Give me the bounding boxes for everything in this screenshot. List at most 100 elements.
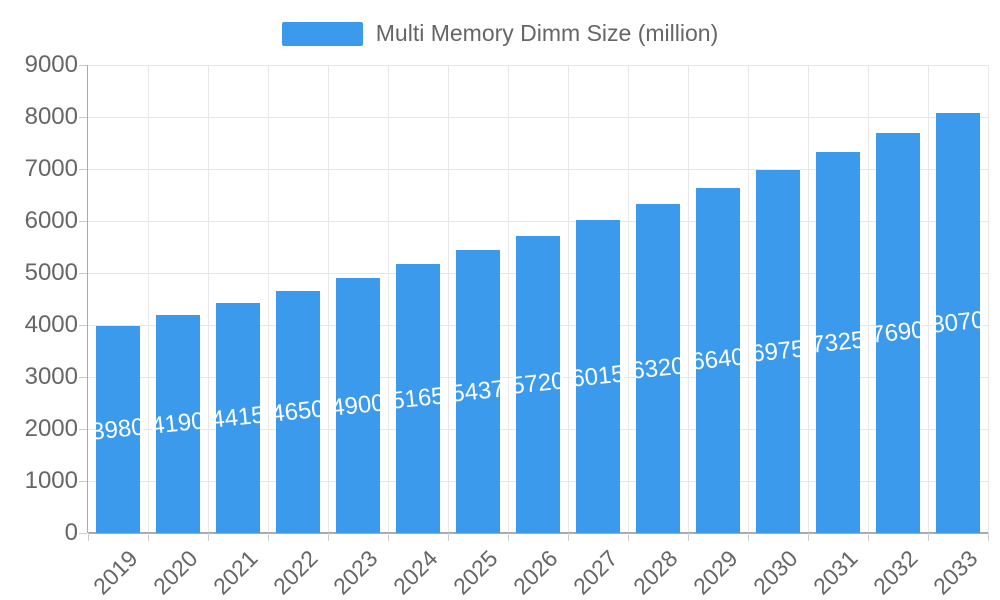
gridline-horizontal — [88, 220, 988, 222]
x-axis-label: 2019 — [87, 545, 143, 600]
bar[interactable]: 6015 — [570, 220, 626, 533]
y-axis-tick — [79, 116, 87, 118]
x-axis-label: 2021 — [207, 545, 263, 600]
bar[interactable]: 4900 — [330, 278, 386, 533]
bar[interactable]: 5720 — [510, 235, 566, 533]
x-axis-tick — [627, 533, 629, 541]
bar[interactable]: 7690 — [870, 133, 926, 533]
gridline-vertical — [747, 65, 749, 533]
x-axis-tick — [327, 533, 329, 541]
gridline-vertical — [387, 65, 389, 533]
y-axis-tick — [79, 480, 87, 482]
x-axis-tick — [147, 533, 149, 541]
x-axis-tick — [687, 533, 689, 541]
gridline-vertical — [147, 65, 149, 533]
y-axis-tick — [79, 272, 87, 274]
bar[interactable]: 4190 — [150, 315, 206, 533]
bar-value-label: 7325 — [809, 325, 866, 359]
bar-value-label: 6015 — [569, 359, 626, 393]
y-axis-tick — [79, 532, 87, 534]
gridline-vertical — [267, 65, 269, 533]
y-axis-line — [87, 65, 88, 533]
x-axis-label: 2022 — [267, 545, 323, 600]
bar[interactable]: 6975 — [750, 170, 806, 533]
y-axis-label: 4000 — [24, 311, 78, 338]
bar[interactable]: 5437 — [450, 250, 506, 533]
gridline-horizontal — [88, 168, 988, 170]
bar[interactable]: 8070 — [930, 113, 986, 533]
y-axis-label: 1000 — [24, 467, 78, 494]
x-axis-label: 2024 — [387, 545, 443, 600]
y-axis-label: 5000 — [24, 259, 78, 286]
x-axis-tick — [267, 533, 269, 541]
y-axis-label: 9000 — [24, 51, 78, 78]
x-axis-tick — [807, 533, 809, 541]
bar-value-label: 4190 — [149, 407, 206, 440]
x-axis-label: 2027 — [567, 545, 623, 600]
bar-value-label: 5437 — [449, 374, 506, 408]
bar-value-label: 4900 — [329, 388, 386, 422]
x-axis-tick — [87, 533, 89, 541]
bar-value-label: 4650 — [269, 395, 326, 428]
y-axis-label: 3000 — [24, 363, 78, 390]
y-axis-tick — [79, 428, 87, 430]
y-axis-label: 6000 — [24, 207, 78, 234]
x-axis-tick — [987, 533, 989, 541]
gridline-vertical — [867, 65, 869, 533]
gridline-vertical — [627, 65, 629, 533]
legend: Multi Memory Dimm Size (million) — [0, 20, 1000, 47]
bar-value-label: 7690 — [869, 316, 926, 349]
x-axis-label: 2032 — [867, 545, 923, 600]
bar[interactable]: 4415 — [210, 303, 266, 533]
bar[interactable]: 4650 — [270, 291, 326, 533]
bar-value-label: 8070 — [929, 306, 986, 339]
legend-item[interactable]: Multi Memory Dimm Size (million) — [281, 20, 719, 47]
bar-value-label: 5165 — [389, 381, 446, 415]
x-axis-tick — [747, 533, 749, 541]
bar[interactable]: 6640 — [690, 187, 746, 533]
gridline-vertical — [507, 65, 509, 533]
y-axis-tick — [79, 168, 87, 170]
x-axis-label: 2031 — [807, 545, 863, 600]
gridline-vertical — [687, 65, 689, 533]
bar-value-label: 3980 — [89, 412, 146, 446]
gridline-vertical — [567, 65, 569, 533]
bar-value-label: 6975 — [749, 334, 806, 368]
gridline-vertical — [447, 65, 449, 533]
gridline-vertical — [987, 65, 989, 533]
y-axis-label: 2000 — [24, 415, 78, 442]
x-axis-tick — [927, 533, 929, 541]
bar-value-label: 5720 — [509, 367, 566, 400]
bar[interactable]: 7325 — [810, 152, 866, 533]
legend-swatch-icon — [281, 21, 363, 46]
x-axis-line — [88, 532, 988, 534]
bar-value-label: 4415 — [209, 401, 266, 434]
x-axis-tick — [207, 533, 209, 541]
x-axis-label: 2023 — [327, 545, 383, 600]
y-axis-label: 0 — [64, 519, 78, 546]
x-axis-tick — [447, 533, 449, 541]
x-axis-tick — [507, 533, 509, 541]
x-axis-label: 2029 — [687, 545, 743, 600]
x-axis-label: 2033 — [927, 545, 983, 600]
bar-value-label: 6320 — [629, 351, 686, 385]
x-axis-label: 2028 — [627, 545, 683, 600]
bar[interactable]: 5165 — [390, 264, 446, 533]
x-axis-label: 2030 — [747, 545, 803, 600]
y-axis-tick — [79, 376, 87, 378]
x-axis-tick — [567, 533, 569, 541]
bar[interactable]: 6320 — [630, 204, 686, 533]
gridline-vertical — [807, 65, 809, 533]
bar-value-label: 6640 — [689, 343, 746, 377]
y-axis-label: 7000 — [24, 155, 78, 182]
x-axis-tick — [867, 533, 869, 541]
gridline-vertical — [327, 65, 329, 533]
x-axis-tick — [387, 533, 389, 541]
y-axis-tick — [79, 64, 87, 66]
bar[interactable]: 3980 — [90, 326, 146, 533]
legend-label: Multi Memory Dimm Size (million) — [375, 20, 719, 46]
gridline-vertical — [927, 65, 929, 533]
gridline-horizontal — [88, 64, 988, 66]
x-axis-label: 2020 — [147, 545, 203, 600]
